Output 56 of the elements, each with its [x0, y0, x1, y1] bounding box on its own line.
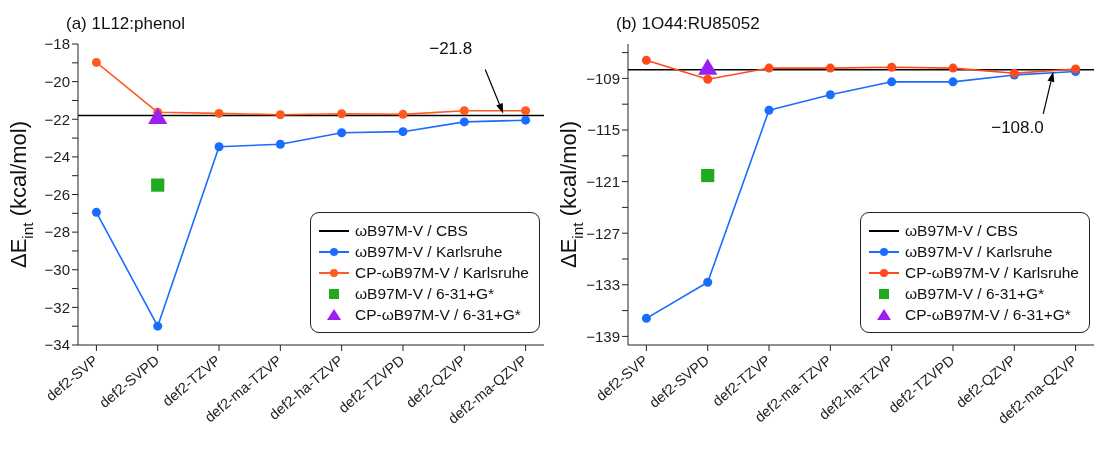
- legend-label: CP-ωB97M-V / Karlsruhe: [904, 263, 1079, 283]
- point: [91, 207, 101, 217]
- legend-label: CP-ωB97M-V / Karlsruhe: [354, 263, 529, 283]
- chart-title: (a) 1L12:phenol: [66, 14, 186, 34]
- point: [521, 106, 531, 116]
- y-tick-label: −109: [586, 69, 620, 87]
- point: [275, 110, 285, 120]
- legend-label: ωB97M-V / 6-31+G*: [354, 284, 495, 304]
- point: [641, 313, 651, 323]
- y-tick-label: −32: [44, 298, 70, 316]
- y-tick-label: −121: [586, 172, 620, 190]
- point: [948, 77, 958, 87]
- point: [703, 74, 713, 84]
- point: [398, 109, 408, 119]
- y-tick-label: −30: [44, 261, 70, 279]
- point: [91, 57, 101, 67]
- point: [825, 63, 835, 73]
- y-tick-label: −20: [44, 72, 70, 90]
- point: [337, 109, 347, 119]
- annotation: −108.0: [991, 117, 1044, 138]
- y-tick-label: −26: [44, 185, 70, 203]
- y-tick-label: −34: [44, 336, 70, 354]
- y-tick-label: −139: [586, 327, 620, 345]
- point: [337, 128, 347, 138]
- y-tick-label: −115: [587, 121, 620, 139]
- legend-label: CP-ωB97M-V / 6-31+G*: [904, 305, 1071, 325]
- y-tick-label: −133: [586, 276, 620, 294]
- y-tick-label: −24: [44, 148, 70, 166]
- point: [275, 139, 285, 149]
- point: [887, 77, 897, 87]
- point: [825, 90, 835, 100]
- legend-label: ωB97M-V / CBS: [904, 221, 1018, 241]
- legend-label: ωB97M-V / 6-31+G*: [904, 284, 1045, 304]
- point: [887, 62, 897, 72]
- legend-label: ωB97M-V / Karlsruhe: [354, 242, 503, 262]
- y-tick-label: −28: [44, 223, 70, 241]
- point: [641, 55, 651, 65]
- point: [521, 115, 531, 125]
- point: [764, 63, 774, 73]
- y-tick-label: −127: [586, 224, 620, 242]
- annotation: −21.8: [429, 39, 473, 60]
- chart-title: (b) 1O44:RU85052: [616, 14, 760, 34]
- point: [214, 142, 224, 152]
- point: [153, 321, 163, 331]
- point: [948, 63, 958, 73]
- legend-label: CP-ωB97M-V / 6-31+G*: [354, 305, 521, 325]
- y-tick-label: −22: [44, 110, 70, 128]
- point: [764, 105, 774, 115]
- point: [703, 277, 713, 287]
- y-tick-label: −18: [44, 35, 70, 53]
- point: [214, 108, 224, 118]
- point: [459, 106, 469, 116]
- point: [459, 117, 469, 127]
- legend-label: ωB97M-V / CBS: [354, 221, 468, 241]
- point: [398, 127, 408, 137]
- legend-label: ωB97M-V / Karlsruhe: [904, 242, 1053, 262]
